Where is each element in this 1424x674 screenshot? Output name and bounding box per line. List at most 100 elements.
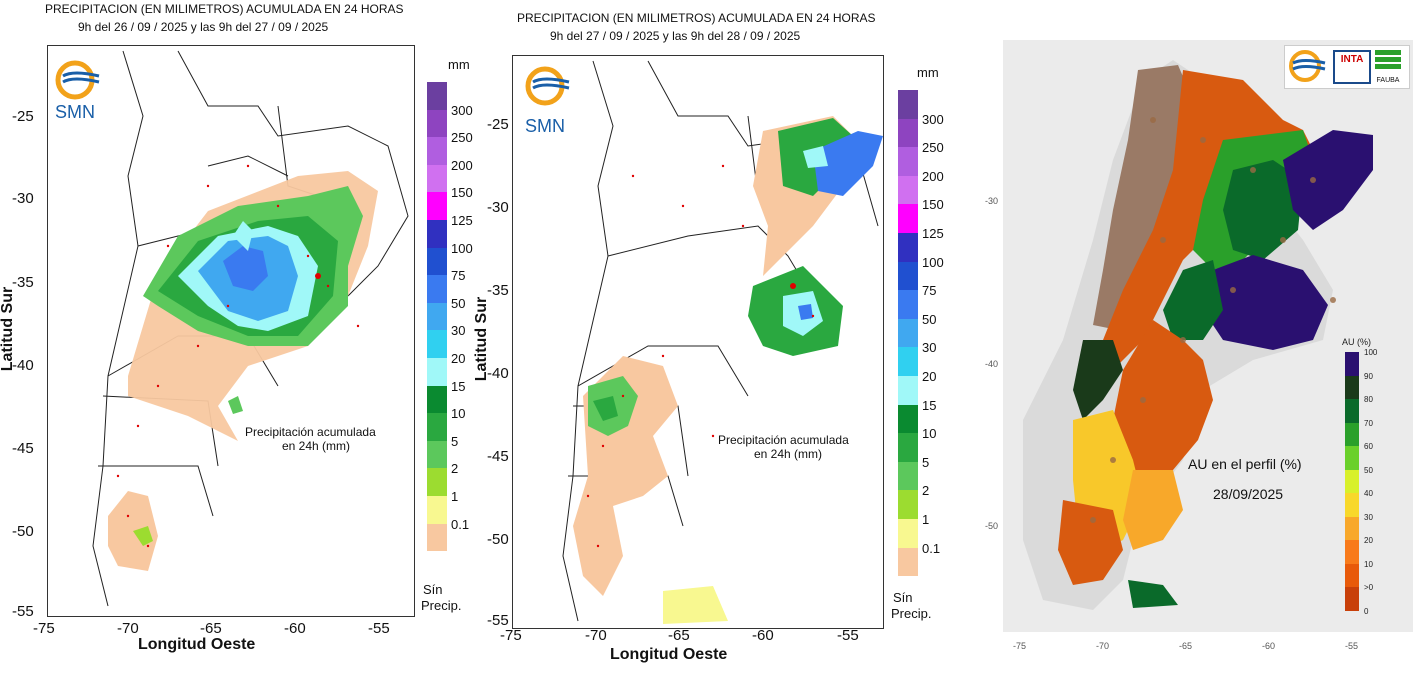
legend-swatch [427, 357, 447, 386]
legend-label: 100 [922, 254, 944, 270]
soil-water-xtick: -75 [1013, 641, 1027, 651]
panel2-xtick: -75 [500, 627, 522, 644]
legend-swatch [427, 275, 447, 303]
legend-swatch [898, 147, 918, 176]
au-legend-label: 50 [1364, 465, 1373, 475]
legend-swatch [898, 518, 918, 548]
legend-swatch [427, 137, 447, 165]
panel1-xtick: -65 [200, 620, 222, 637]
legend-label: 75 [451, 268, 466, 284]
legend-label: 15 [922, 397, 937, 413]
legend-swatch [427, 330, 447, 358]
legend-label: 150 [451, 185, 473, 201]
legend-label: 300 [451, 102, 473, 118]
au-legend-swatch [1345, 469, 1359, 493]
precip-map-panel-1: PRECIPITACION (EN MILIMETROS) ACUMULADA … [0, 0, 473, 674]
panel2-smn-logo-icon [525, 66, 570, 106]
legend-label: 75 [922, 283, 937, 299]
legend-label: 10 [451, 406, 466, 422]
soil-water-xtick: -70 [1096, 641, 1110, 651]
au-legend-swatch [1345, 563, 1359, 587]
legend-label: 125 [922, 226, 944, 241]
panel2-xtick: -70 [585, 627, 607, 644]
panel2-smn-logo-text: SMN [525, 116, 565, 136]
legend-swatch [427, 385, 447, 414]
panel1-ytick: -35 [12, 274, 34, 291]
fauba-logo-icon [1375, 50, 1401, 69]
panel1-legend-unit: mm [448, 57, 470, 72]
panel1-title-line2: 9h del 26 / 09 / 2025 y las 9h del 27 / … [78, 20, 329, 34]
au-legend-swatch [1345, 446, 1359, 470]
legend-swatch [427, 247, 447, 276]
legend-swatch [898, 204, 918, 233]
legend-swatch [898, 547, 918, 577]
panel1-smn-logo-icon [55, 60, 100, 100]
legend-swatch [427, 440, 447, 469]
fauba-logo: FAUBA [1371, 48, 1405, 84]
au-legend-label: 60 [1364, 442, 1373, 451]
panel1-ytick: -45 [12, 440, 34, 457]
soil-water-ytick: -40 [985, 359, 999, 369]
panel2-xtick: -55 [837, 627, 859, 644]
soil-water-map-svg [1023, 60, 1373, 610]
panel1-ytick: -25 [12, 108, 34, 125]
legend-label: 2 [451, 461, 459, 477]
au-legend-swatch [1345, 540, 1359, 564]
legend-label: 100 [451, 240, 473, 256]
legend-label: 200 [922, 168, 944, 184]
legend-swatch [898, 461, 918, 491]
soil-water-map-panel [1003, 40, 1413, 632]
panel1-no-precip-2: Precip. [421, 598, 462, 613]
legend-label: 20 [922, 369, 937, 384]
panel1-no-precip-1: Sín [423, 582, 443, 597]
soil-water-title: AU en el perfil (%) [1188, 456, 1302, 472]
legend-swatch [898, 290, 918, 319]
panel1-legend-scale [427, 82, 447, 552]
au-legend-label: 90 [1364, 371, 1373, 381]
soil-water-xtick: -60 [1262, 641, 1276, 651]
legend-label: 125 [451, 213, 473, 228]
panel2-xlabel: Longitud Oeste [610, 646, 728, 663]
legend-label: 250 [451, 130, 473, 146]
legend-label: 30 [451, 323, 466, 339]
panel2-ytick: -40 [487, 365, 509, 382]
panel2-legend-scale [898, 90, 918, 577]
panel1-map-frame [47, 45, 415, 617]
panel1-stations [116, 164, 360, 548]
soil-water-date: 28/09/2025 [1213, 486, 1284, 502]
legend-swatch [427, 164, 447, 193]
panel1-ytick: -40 [12, 357, 34, 374]
inta-logo: INTA [1333, 50, 1371, 84]
legend-label: 0.1 [451, 516, 470, 532]
legend-swatch [427, 219, 447, 248]
legend-swatch [898, 375, 918, 405]
panel2-xtick: -60 [752, 627, 774, 644]
panel2-ytick: -45 [487, 448, 509, 465]
panel1-note-line2: en 24h (mm) [282, 439, 351, 453]
au-legend-label: 100 [1364, 348, 1378, 357]
legend-label: 2 [922, 483, 930, 499]
legend-label: 50 [451, 295, 466, 311]
panel2-legend-unit: mm [917, 65, 939, 80]
panel2-ytick: -55 [487, 612, 509, 629]
au-legend-label: 20 [1364, 536, 1373, 545]
soil-water-xtick: -65 [1179, 641, 1193, 651]
au-legend-swatch [1345, 516, 1359, 540]
legend-label: 15 [451, 378, 466, 394]
au-legend-swatch [1345, 493, 1359, 517]
panel2-map-frame [512, 55, 884, 629]
legend-label: 30 [922, 340, 937, 356]
legend-swatch [898, 433, 918, 462]
soil-water-ytick: -50 [985, 521, 999, 531]
legend-swatch [898, 347, 918, 376]
panel1-title-line1: PRECIPITACION (EN MILIMETROS) ACUMULADA … [45, 2, 404, 16]
soil-water-stations [1090, 117, 1336, 523]
panel2-ytick: -30 [487, 199, 509, 216]
au-legend-swatch [1345, 587, 1359, 611]
panel1-map-svg [92, 50, 409, 607]
panel2-ytick: -25 [487, 116, 509, 133]
panel2-title-line2: 9h del 27 / 09 / 2025 y las 9h del 28 / … [550, 29, 801, 43]
legend-swatch [427, 495, 447, 524]
panel1-note-line1: Precipitación acumulada [245, 425, 376, 439]
panel1-xtick: -55 [368, 620, 390, 637]
